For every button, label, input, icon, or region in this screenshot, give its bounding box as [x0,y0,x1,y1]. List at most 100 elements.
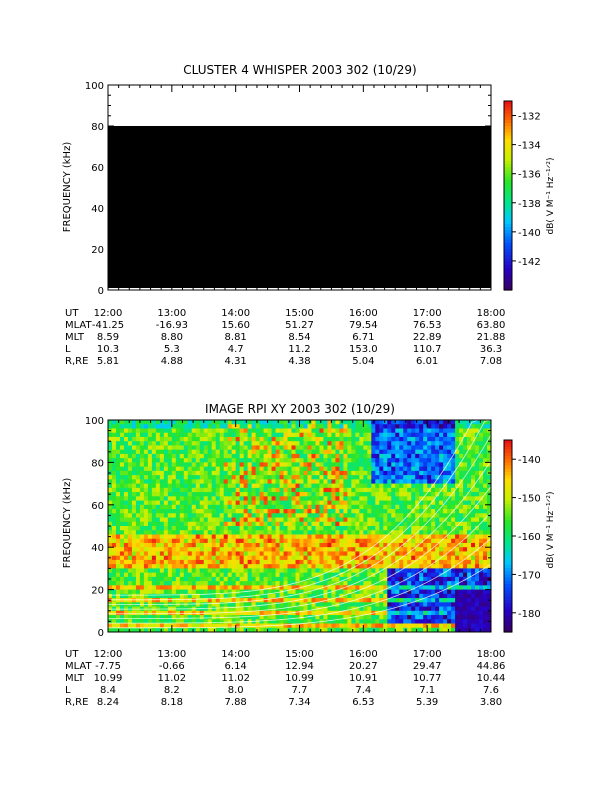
spectrogram-cell [171,610,177,616]
spectrogram-cell [363,598,368,603]
spectrogram-cell [259,526,264,531]
spectrogram-cell [139,542,145,548]
spectrogram-cell [407,619,412,624]
panel1-colorbar: -132-134-136-138-140-142 [503,100,541,291]
spectrogram-cell [143,598,149,603]
spectrogram-cell [295,500,300,506]
spectrogram-cell [235,623,241,629]
spectrogram-cell [199,526,205,531]
spectrogram-cell [119,449,125,455]
spectrogram-cell [247,445,253,451]
spectrogram-cell [123,517,129,523]
spectrogram-cell [323,487,328,493]
spectrogram-cell [323,585,328,590]
spectrogram-cell [331,496,336,501]
spectrogram-cell [347,581,352,586]
spectrogram-cell [379,432,384,438]
spectrogram-cell [287,619,292,624]
spectrogram-cell [267,513,272,518]
spectrogram-cell [203,598,209,603]
spectrogram-cell [151,513,157,518]
spectrogram-cell [127,568,133,574]
spectrogram-cell [251,458,257,463]
spectrogram-cell [199,593,205,599]
spectrogram-cell [439,453,444,459]
spectrogram-cell [347,500,352,506]
spectrogram-cell [475,428,480,434]
colorbar-segment [504,157,512,162]
colorbar-segment [504,252,512,256]
spectrogram-cell [223,619,229,624]
spectrogram-cell [315,576,320,582]
spectrogram-cell [443,487,448,493]
spectrogram-cell [479,432,484,438]
spectrogram-cell [339,538,344,544]
spectrogram-cell [259,615,264,620]
spectrogram-cell [251,623,257,629]
spectrogram-cell [475,581,480,586]
panel1-x-axis [107,85,492,290]
spectrogram-cell [415,564,420,569]
spectrogram-cell [211,479,217,484]
spectrogram-cell [143,513,149,518]
spectrogram-cell [139,589,145,595]
spectrogram-cell [151,598,157,603]
spectrogram-cell [291,453,296,459]
spectrogram-cell [403,568,408,574]
spectrogram-cell [427,598,432,603]
spectrogram-cell [415,606,420,612]
spectrogram-cell [323,462,328,468]
spectrogram-cell [183,521,189,527]
colorbar-tick-label: -142 [518,257,541,268]
spectrogram-cell [239,466,245,472]
spectrogram-cell [487,475,492,480]
spectrogram-cell [311,542,316,548]
spectrogram-cell [303,572,308,578]
spectrogram-cell [259,449,264,455]
spectrogram-cell [119,420,125,425]
spectrogram-cell [139,551,145,557]
spectrogram-cell [367,470,372,476]
spectrogram-cell [343,453,348,459]
spectrogram-cell [203,559,209,565]
spectrogram-cell [111,517,117,523]
spectrogram-cell [127,428,133,434]
spectrogram-cell [375,475,380,480]
spectrogram-cell [199,466,205,472]
spectrogram-cell [299,436,304,442]
spectrogram-cell [255,424,261,429]
spectrogram-cell [219,513,225,518]
spectrogram-cell [331,483,336,489]
spectrogram-cell [187,576,193,582]
spectrogram-cell [207,581,213,586]
spectrogram-cell [231,551,237,557]
spectrogram-cell [195,475,201,480]
spectrogram-cell [231,559,237,565]
spectrogram-cell [191,559,197,565]
spectrogram-cell [139,475,145,480]
spectrogram-cell [115,530,121,535]
spectrogram-cell [251,610,257,616]
spectrogram-cell [283,453,288,459]
spectrogram-cell [108,538,113,544]
spectrogram-cell [399,547,404,552]
spectrogram-cell [359,572,364,578]
spectrogram-cell [299,504,304,510]
spectrogram-cell [407,576,412,582]
spectrogram-cell [151,568,157,574]
spectrogram-cell [135,530,141,535]
spectrogram-cell [155,513,161,518]
spectrogram-cell [299,576,304,582]
spectrogram-cell [179,581,185,586]
spectrogram-cell [123,538,129,544]
spectrogram-cell [243,436,249,442]
spectrogram-cell [307,623,312,629]
spectrogram-cell [383,576,388,582]
colorbar-segment [504,101,512,105]
spectrogram-cell [131,610,137,616]
spectrogram-cell [175,449,181,455]
spectrogram-cell [279,564,284,569]
spectrogram-cell [183,470,189,476]
ephemeris-row-label: UT [65,308,79,319]
spectrogram-cell [287,581,292,586]
